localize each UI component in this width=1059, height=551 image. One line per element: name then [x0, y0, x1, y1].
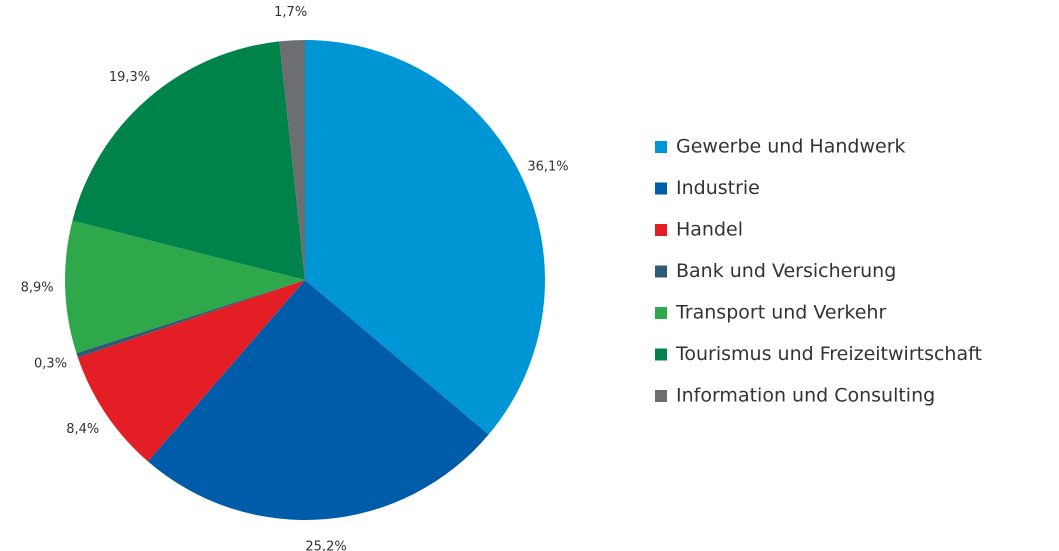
data-label: 0,3% — [34, 357, 67, 372]
legend-swatch — [655, 348, 667, 361]
data-label: 25,2% — [305, 540, 346, 551]
legend-swatch — [655, 182, 667, 195]
legend-swatch — [655, 307, 667, 319]
pie-slice — [279, 40, 305, 280]
legend-label: Bank und Versicherung — [676, 260, 896, 282]
data-label: 19,3% — [109, 70, 150, 85]
legend-swatch — [655, 141, 667, 153]
legend-label: Industrie — [676, 177, 760, 199]
data-label: 36,1% — [527, 159, 568, 174]
legend-label: Handel — [676, 219, 743, 241]
legend-swatch — [655, 265, 667, 278]
legend-label: Gewerbe und Handwerk — [676, 136, 906, 158]
data-label: 1,7% — [274, 5, 307, 20]
pie-slice — [64, 220, 305, 354]
legend-label: Tourismus und Freizeitwirtschaft — [675, 343, 982, 365]
legend-swatch — [655, 224, 667, 236]
data-label: 8,4% — [66, 422, 99, 437]
pie-slice — [72, 41, 305, 281]
pie-slice — [305, 40, 546, 435]
legend-label: Information und Consulting — [676, 385, 935, 407]
pie-slice — [147, 280, 489, 521]
legend-swatch — [655, 390, 667, 402]
legend-label: Transport und Verkehr — [675, 302, 886, 324]
pie-slice — [76, 280, 305, 358]
data-label: 8,9% — [21, 281, 54, 296]
pie-slice — [77, 280, 305, 462]
